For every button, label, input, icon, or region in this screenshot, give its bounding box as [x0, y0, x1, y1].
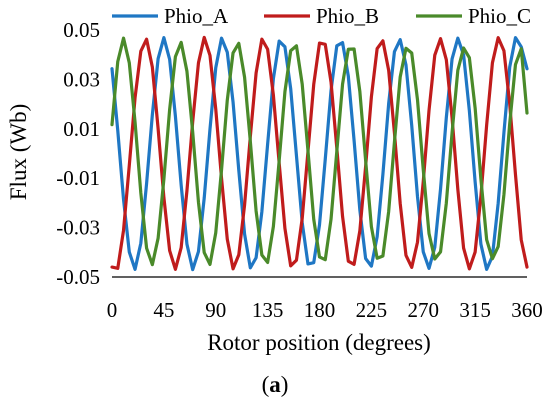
- series-line-phio-c: [110, 36, 529, 267]
- x-tick-labels: 0 45 90 135 180 225 270 315 360: [107, 298, 543, 322]
- x-tick-label: 360: [511, 298, 543, 322]
- caption-open: (: [262, 372, 270, 397]
- y-tick-labels: -0.05 -0.03 -0.01 0.01 0.03 0.05: [56, 18, 100, 289]
- legend-label-phio-c: Phio_C: [468, 4, 531, 28]
- legend-label-phio-b: Phio_B: [316, 4, 379, 28]
- legend: Phio_A Phio_B Phio_C: [112, 4, 531, 28]
- series-lines: [110, 35, 529, 272]
- y-tick-label: -0.05: [56, 265, 100, 289]
- legend-label-phio-a: Phio_A: [164, 4, 229, 28]
- x-tick-label: 45: [153, 298, 174, 322]
- y-tick-label: -0.03: [56, 216, 100, 240]
- y-tick-label: 0.03: [63, 67, 100, 91]
- series-line-phio-a: [110, 36, 529, 272]
- x-tick-label: 135: [252, 298, 284, 322]
- series-line-phio-b: [110, 35, 529, 271]
- x-tick-label: 225: [356, 298, 388, 322]
- y-axis-title: Flux (Wb): [6, 104, 31, 200]
- caption-letter: a: [269, 372, 281, 397]
- figure-caption: (a): [262, 372, 289, 397]
- caption-close: ): [281, 372, 289, 397]
- x-tick-label: 315: [459, 298, 491, 322]
- x-tick-label: 90: [205, 298, 226, 322]
- y-tick-label: -0.01: [56, 166, 100, 190]
- y-tick-label: 0.05: [63, 18, 100, 42]
- x-tick-label: 0: [107, 298, 118, 322]
- x-tick-label: 270: [408, 298, 440, 322]
- y-tick-label: 0.01: [63, 117, 100, 141]
- x-tick-label: 180: [304, 298, 336, 322]
- x-axis-title: Rotor position (degrees): [207, 330, 431, 355]
